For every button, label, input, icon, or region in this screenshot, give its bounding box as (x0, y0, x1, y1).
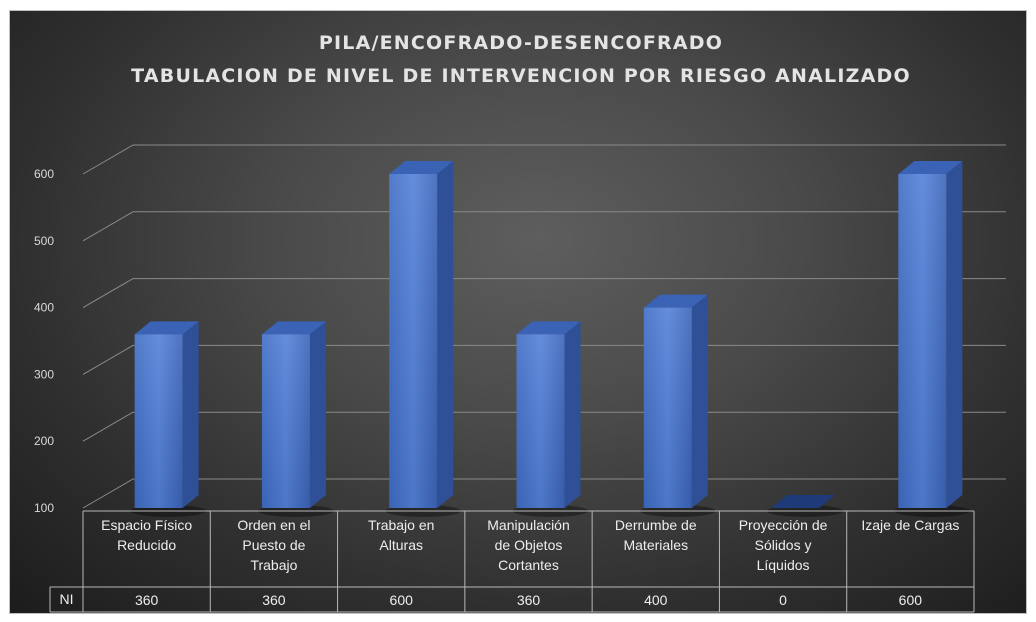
bar-side (182, 321, 199, 508)
bar (767, 495, 844, 517)
chart-frame: PILA/ENCOFRADO-DESENCOFRADO TABULACION D… (9, 10, 1027, 614)
y-tick-label: 100 (34, 501, 54, 515)
category-label: Líquidos (757, 557, 810, 573)
gridline (82, 144, 1006, 175)
bar-flat (771, 495, 836, 508)
y-axis: 100 200 300 400 500 600 (34, 167, 54, 515)
bar-side (437, 161, 454, 508)
category-label: Alturas (379, 537, 423, 553)
bar-chart: PILA/ENCOFRADO-DESENCOFRADO TABULACION D… (34, 32, 1006, 613)
bar-front-shade (643, 307, 692, 508)
bar-front-shade (261, 334, 310, 508)
category-label: Cortantes (498, 557, 559, 573)
data-table: NI Espacio Físico Reducido 360 Orden en el Pu… (49, 510, 975, 613)
category-label: Trabajo en (368, 517, 434, 533)
category-label: Trabajo (250, 557, 297, 573)
bar-top (643, 294, 708, 308)
bar (512, 321, 589, 517)
category-label: de Objetos (495, 537, 563, 553)
category-label: Puesto de (242, 537, 305, 553)
bar (130, 321, 207, 517)
bar (257, 321, 334, 517)
bar-top (389, 161, 454, 174)
category-label: Derrumbe de (615, 517, 697, 533)
category-label: Manipulación (487, 517, 570, 533)
bar-front-shade (389, 174, 438, 508)
category-label: Reducido (117, 537, 176, 553)
bar (894, 161, 971, 517)
category-label: Izaje de Cargas (861, 517, 959, 533)
bar-side (309, 321, 326, 508)
table-value: 0 (779, 592, 787, 608)
table-value: 360 (135, 592, 159, 608)
bar-top (134, 321, 199, 335)
bar-top (516, 321, 581, 335)
gridline (82, 411, 1006, 442)
bar-series (130, 161, 971, 517)
bar (639, 294, 716, 517)
gridline (82, 344, 1006, 375)
gridline (82, 478, 1006, 509)
gridline (82, 278, 1006, 309)
bar-top (898, 161, 963, 174)
gridline (82, 211, 1006, 242)
chart-title-line-1: PILA/ENCOFRADO-DESENCOFRADO (319, 32, 723, 54)
category-label: Materiales (623, 537, 688, 553)
bar-front-shade (134, 334, 183, 508)
y-tick-label: 600 (34, 167, 54, 181)
y-tick-label: 400 (34, 301, 54, 315)
bar-side (691, 294, 708, 508)
gridlines (82, 144, 1006, 509)
bar-top (261, 321, 326, 335)
category-label: Proyección de (739, 517, 828, 533)
category-label: Orden en el (237, 517, 310, 533)
table-value: 600 (899, 592, 923, 608)
chart-title: PILA/ENCOFRADO-DESENCOFRADO TABULACION D… (131, 32, 911, 87)
table-value: 360 (262, 592, 286, 608)
category-label: Sólidos y (755, 537, 812, 553)
table-series-label: NI (60, 591, 74, 607)
table-value: 360 (517, 592, 541, 608)
bar (385, 161, 462, 517)
chart-title-line-2: TABULACION DE NIVEL DE INTERVENCION POR … (131, 65, 911, 87)
bar-front-shade (898, 174, 947, 508)
bar-front-shade (516, 334, 565, 508)
table-value: 400 (644, 592, 668, 608)
y-tick-label: 200 (34, 434, 54, 448)
y-tick-label: 500 (34, 234, 54, 248)
bar-side (564, 321, 581, 508)
category-label: Espacio Físico (101, 517, 192, 533)
table-value: 600 (390, 592, 414, 608)
y-tick-label: 300 (34, 367, 54, 381)
bar-side (946, 161, 963, 508)
